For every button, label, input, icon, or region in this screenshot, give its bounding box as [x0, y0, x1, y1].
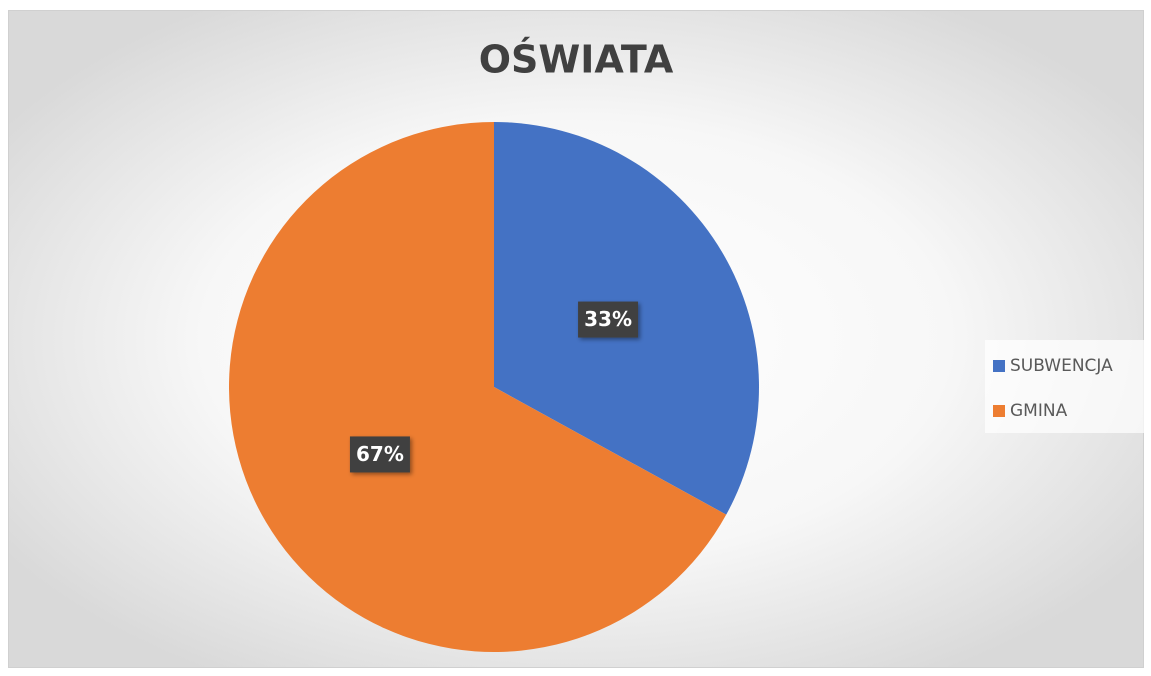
legend-swatch [993, 360, 1005, 372]
data-label-box [578, 301, 639, 338]
legend-label: GMINA [1010, 401, 1068, 421]
legend-label: SUBWENCJA [1010, 356, 1113, 376]
legend-swatch [993, 405, 1005, 417]
data-label: 33% [584, 307, 632, 331]
legend-box [985, 340, 1145, 433]
data-label: 67% [356, 442, 404, 466]
pie-slice [228, 122, 727, 652]
data-label-box [349, 436, 410, 473]
chart-title: OŚWIATA [479, 38, 674, 82]
